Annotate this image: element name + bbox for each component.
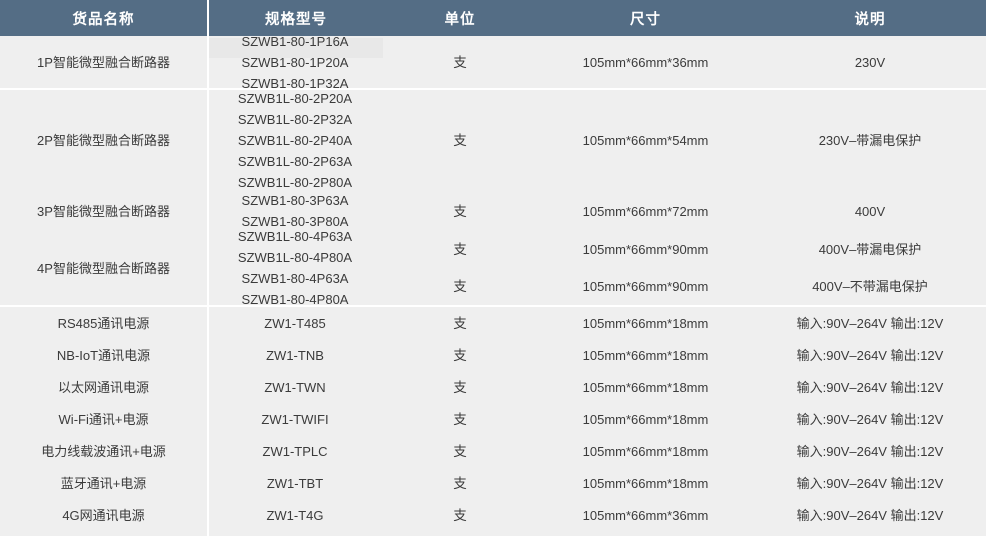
table-row: 1P智能微型融合断路器 SZWB1-80-1P16A SZWB1-80-1P20… (0, 34, 986, 91)
unit-value: 支 (453, 475, 467, 491)
description-value: 输入:90V–264V 输出:12V (796, 315, 944, 331)
table-row: 4P智能微型融合断路器 SZWB1L-80-4P63A SZWB1L-80-4P… (0, 229, 986, 307)
model-code: ZW1-TWIFI (261, 411, 329, 427)
model-code: ZW1-TNB (266, 347, 324, 363)
column-header-size: 尺寸 (630, 11, 661, 28)
table-row: 2P智能微型融合断路器 SZWB1L-80-2P20A SZWB1L-80-2P… (0, 90, 986, 191)
description-value: 400V (854, 203, 886, 219)
product-name: 电力线载波通讯+电源 (41, 443, 166, 459)
size-value: 105mm*66mm*18mm (582, 315, 709, 331)
column-divider (207, 36, 209, 536)
unit-value: 支 (453, 242, 467, 257)
table-row: 3P智能微型融合断路器 SZWB1-80-3P63A SZWB1-80-3P80… (0, 191, 986, 231)
description-value: 输入:90V–264V 输出:12V (796, 507, 944, 523)
size-value: 105mm*66mm*72mm (582, 203, 709, 219)
column-header-desc: 说明 (854, 11, 886, 28)
table-row: 蓝牙通讯+电源 ZW1-TBT 支 105mm*66mm*18mm 输入:90V… (0, 467, 986, 499)
model-code: SZWB1-80-4P80A (241, 292, 349, 307)
unit-value: 支 (453, 411, 467, 427)
unit-value: 支 (453, 54, 467, 70)
table-row: 4G网通讯电源 ZW1-T4G 支 105mm*66mm*36mm 输入:90V… (0, 499, 986, 531)
product-name: RS485通讯电源 (57, 315, 150, 331)
size-value: 105mm*66mm*18mm (582, 379, 709, 395)
table-row: 电力线载波通讯+电源 ZW1-TPLC 支 105mm*66mm*18mm 输入… (0, 435, 986, 467)
model-code: ZW1-T4G (266, 507, 324, 523)
table-row: NB-IoT通讯电源 ZW1-TNB 支 105mm*66mm*18mm 输入:… (0, 339, 986, 371)
size-value: 105mm*66mm*18mm (582, 411, 709, 427)
model-code: SZWB1L-80-4P80A (237, 250, 353, 265)
table-row: RS485通讯电源 ZW1-T485 支 105mm*66mm*18mm 输入:… (0, 307, 986, 339)
model-code: SZWB1L-80-4P63A (237, 229, 353, 244)
model-code: SZWB1L-80-2P80A (237, 175, 353, 190)
size-value: 105mm*66mm*36mm (582, 54, 709, 70)
unit-value: 支 (453, 507, 467, 523)
size-value: 105mm*66mm*90mm (582, 242, 709, 257)
model-code: ZW1-TPLC (262, 443, 328, 459)
unit-value: 支 (453, 315, 467, 331)
product-name: 3P智能微型融合断路器 (37, 203, 170, 219)
product-name: Wi-Fi通讯+电源 (58, 411, 149, 427)
model-code: ZW1-TWN (264, 379, 326, 395)
model-code: SZWB1-80-4P63A (241, 271, 349, 286)
model-code: SZWB1L-80-2P40A (237, 133, 353, 148)
size-value: 105mm*66mm*90mm (582, 279, 709, 294)
size-value: 105mm*66mm*18mm (582, 475, 709, 491)
model-code: ZW1-T485 (264, 315, 326, 331)
product-name: 1P智能微型融合断路器 (37, 54, 170, 70)
unit-value: 支 (453, 379, 467, 395)
product-name: 以太网通讯电源 (57, 379, 149, 395)
table-body: 1P智能微型融合断路器 SZWB1-80-1P16A SZWB1-80-1P20… (0, 34, 986, 536)
unit-value: 支 (453, 347, 467, 363)
unit-value: 支 (453, 279, 467, 294)
unit-value: 支 (453, 133, 467, 148)
model-code: ZW1-TBT (266, 475, 324, 491)
description-value: 输入:90V–264V 输出:12V (796, 379, 944, 395)
product-name: 4G网通讯电源 (62, 507, 145, 523)
model-code: SZWB1-80-1P16A (241, 33, 349, 49)
column-header-name: 货品名称 (72, 11, 135, 28)
unit-value: 支 (453, 443, 467, 459)
unit-value: 支 (453, 203, 467, 219)
table-row: Wi-Fi通讯+电源 ZW1-TWIFI 支 105mm*66mm*18mm 输… (0, 403, 986, 435)
product-name: NB-IoT通讯电源 (56, 347, 151, 363)
model-code: SZWB1-80-1P20A (241, 54, 349, 70)
description-value: 输入:90V–264V 输出:12V (796, 443, 944, 459)
model-code: SZWB1L-80-2P63A (237, 154, 353, 169)
description-value: 输入:90V–264V 输出:12V (796, 347, 944, 363)
table-header-row: 货品名称 规格型号 单位 尺寸 说明 (0, 0, 986, 36)
description-value: 400V–不带漏电保护 (812, 279, 928, 294)
size-value: 105mm*66mm*18mm (582, 347, 709, 363)
table-row: 以太网通讯电源 ZW1-TWN 支 105mm*66mm*18mm 输入:90V… (0, 371, 986, 403)
size-value: 105mm*66mm*54mm (582, 133, 709, 148)
model-code: SZWB1-80-3P63A (241, 193, 349, 208)
description-value: 230V–带漏电保护 (818, 133, 922, 148)
column-header-model: 规格型号 (207, 0, 383, 36)
model-code: SZWB1-80-1P32A (241, 75, 349, 91)
description-value: 230V (854, 54, 886, 70)
model-code: SZWB1-80-3P80A (241, 214, 349, 229)
description-value: 输入:90V–264V 输出:12V (796, 411, 944, 427)
model-cell-highlight (209, 38, 383, 58)
description-value: 输入:90V–264V 输出:12V (796, 475, 944, 491)
product-name: 2P智能微型融合断路器 (37, 133, 170, 148)
size-value: 105mm*66mm*18mm (582, 443, 709, 459)
model-code: SZWB1L-80-2P32A (237, 112, 353, 127)
size-value: 105mm*66mm*36mm (582, 507, 709, 523)
product-name: 4P智能微型融合断路器 (37, 260, 170, 276)
model-code: SZWB1L-80-2P20A (237, 91, 353, 106)
product-name: 蓝牙通讯+电源 (60, 475, 147, 491)
description-value: 400V–带漏电保护 (818, 242, 922, 257)
column-header-unit: 单位 (444, 11, 476, 28)
